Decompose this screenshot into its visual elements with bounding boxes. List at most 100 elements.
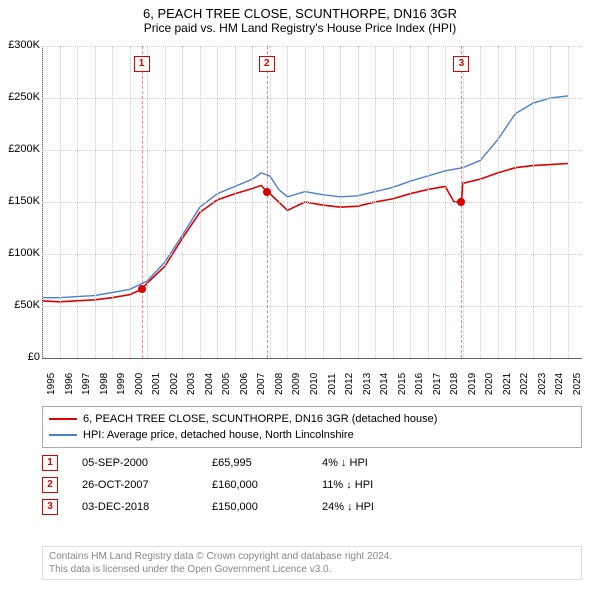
gridline-v	[112, 46, 113, 358]
x-tick-label: 2008	[274, 373, 285, 395]
sale-marker: 3	[42, 499, 58, 515]
sale-price: £160,000	[212, 479, 322, 491]
x-tick-label: 2011	[327, 373, 338, 395]
gridline-h	[42, 306, 582, 307]
sale-delta: 24% ↓ HPI	[322, 501, 374, 513]
gridline-v	[165, 46, 166, 358]
gridline-v	[217, 46, 218, 358]
credit-box: Contains HM Land Registry data © Crown c…	[42, 546, 582, 580]
gridline-v	[533, 46, 534, 358]
sale-price: £65,995	[212, 457, 322, 469]
x-tick-label: 2018	[449, 373, 460, 395]
y-tick-label: £100K	[0, 247, 40, 259]
x-tick-label: 2002	[169, 373, 180, 395]
marker-box-2: 2	[259, 56, 275, 72]
x-tick-label: 1995	[46, 373, 57, 395]
x-tick-label: 1996	[64, 373, 75, 395]
sale-marker: 1	[42, 455, 58, 471]
x-tick-label: 2010	[309, 373, 320, 395]
x-tick-label: 2001	[151, 373, 162, 395]
gridline-v	[42, 46, 43, 358]
x-tick-label: 2015	[397, 373, 408, 395]
x-tick-label: 2004	[204, 373, 215, 395]
gridline-h	[42, 150, 582, 151]
gridline-h	[42, 98, 582, 99]
x-tick-label: 2006	[239, 373, 250, 395]
gridline-v	[498, 46, 499, 358]
sale-date: 03-DEC-2018	[82, 501, 212, 513]
x-tick-label: 2007	[256, 373, 267, 395]
x-tick-label: 2009	[291, 373, 302, 395]
gridline-h	[42, 46, 582, 47]
gridline-v	[95, 46, 96, 358]
chart-container: { "title": "6, PEACH TREE CLOSE, SCUNTHO…	[0, 0, 600, 590]
sale-row: 1 05-SEP-2000£65,9954% ↓ HPI	[42, 452, 582, 474]
sale-row: 3 03-DEC-2018£150,00024% ↓ HPI	[42, 496, 582, 518]
x-tick-label: 2024	[554, 373, 565, 395]
x-tick-label: 1997	[81, 373, 92, 395]
x-tick-label: 2021	[502, 373, 513, 395]
gridline-v	[445, 46, 446, 358]
x-tick-label: 2020	[484, 373, 495, 395]
gridline-v	[200, 46, 201, 358]
gridline-v	[60, 46, 61, 358]
gridline-v	[393, 46, 394, 358]
legend: 6, PEACH TREE CLOSE, SCUNTHORPE, DN16 3G…	[42, 406, 582, 448]
y-tick-label: £150K	[0, 195, 40, 207]
gridline-v	[323, 46, 324, 358]
x-tick-label: 2003	[186, 373, 197, 395]
sale-date: 26-OCT-2007	[82, 479, 212, 491]
sale-date: 05-SEP-2000	[82, 457, 212, 469]
gridline-v	[410, 46, 411, 358]
gridline-v	[568, 46, 569, 358]
y-tick-label: £250K	[0, 91, 40, 103]
marker-box-3: 3	[453, 56, 469, 72]
sale-delta: 11% ↓ HPI	[322, 479, 373, 491]
y-tick-label: £0	[0, 351, 40, 363]
gridline-v	[287, 46, 288, 358]
x-tick-label: 1999	[116, 373, 127, 395]
x-tick-label: 2014	[379, 373, 390, 395]
x-tick-label: 2025	[572, 373, 583, 395]
gridline-v	[375, 46, 376, 358]
x-tick-label: 2005	[221, 373, 232, 395]
sales-table: 1 05-SEP-2000£65,9954% ↓ HPI 226-OCT-2007£…	[42, 452, 582, 518]
gridline-v	[515, 46, 516, 358]
gridline-v	[77, 46, 78, 358]
gridline-v	[182, 46, 183, 358]
gridline-v	[130, 46, 131, 358]
x-tick-label: 2019	[467, 373, 478, 395]
gridline-v	[340, 46, 341, 358]
x-tick-label: 1998	[99, 373, 110, 395]
gridline-v	[480, 46, 481, 358]
gridline-v	[358, 46, 359, 358]
gridline-v	[305, 46, 306, 358]
chart-svg	[0, 0, 600, 400]
marker-box-1: 1	[134, 56, 150, 72]
marker-line-2	[267, 46, 268, 358]
legend-series-1: 6, PEACH TREE CLOSE, SCUNTHORPE, DN16 3G…	[83, 411, 437, 427]
credit-line-2: This data is licensed under the Open Gov…	[49, 564, 331, 575]
sale-row: 226-OCT-2007£160,00011% ↓ HPI	[42, 474, 582, 496]
gridline-v	[235, 46, 236, 358]
gridline-v	[428, 46, 429, 358]
credit-line-1: Contains HM Land Registry data © Crown c…	[49, 551, 392, 562]
x-tick-label: 2016	[414, 373, 425, 395]
sale-price: £150,000	[212, 501, 322, 513]
marker-dot-2	[263, 188, 271, 196]
legend-series-2: HPI: Average price, detached house, Nort…	[83, 427, 354, 443]
x-tick-label: 2022	[519, 373, 530, 395]
x-tick-label: 2017	[432, 373, 443, 395]
x-tick-label: 2000	[134, 373, 145, 395]
gridline-h	[42, 202, 582, 203]
x-tick-label: 2013	[362, 373, 373, 395]
marker-dot-1	[138, 285, 146, 293]
gridline-v	[270, 46, 271, 358]
sale-delta: 4% ↓ HPI	[322, 457, 368, 469]
y-tick-label: £300K	[0, 39, 40, 51]
gridline-v	[550, 46, 551, 358]
y-tick-label: £200K	[0, 143, 40, 155]
marker-line-1	[142, 46, 143, 358]
x-tick-label: 2023	[537, 373, 548, 395]
gridline-v	[252, 46, 253, 358]
